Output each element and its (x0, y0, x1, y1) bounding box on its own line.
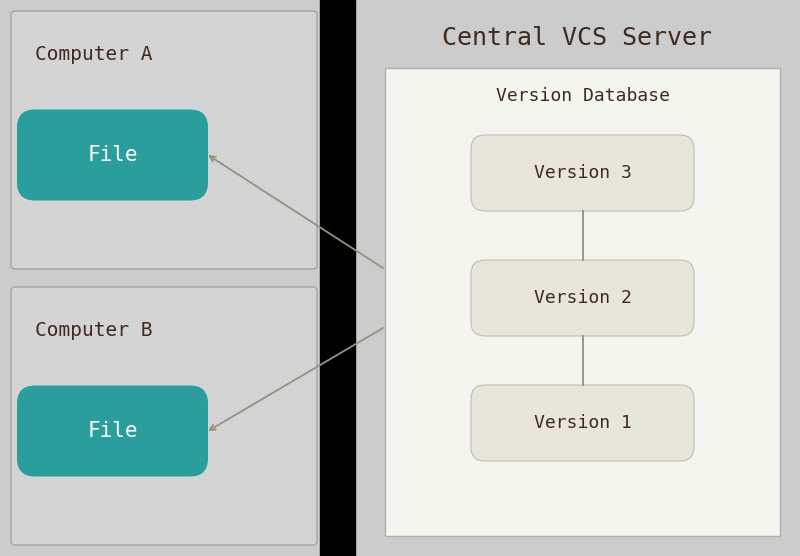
FancyBboxPatch shape (11, 11, 317, 269)
Text: Version 2: Version 2 (534, 289, 631, 307)
Text: Central VCS Server: Central VCS Server (442, 26, 713, 50)
FancyBboxPatch shape (385, 68, 780, 536)
Text: File: File (87, 145, 138, 165)
Text: Version 3: Version 3 (534, 164, 631, 182)
Text: Version 1: Version 1 (534, 414, 631, 432)
FancyBboxPatch shape (471, 260, 694, 336)
Text: File: File (87, 421, 138, 441)
FancyBboxPatch shape (17, 385, 208, 476)
Text: Computer B: Computer B (35, 321, 153, 340)
FancyBboxPatch shape (17, 110, 208, 201)
FancyBboxPatch shape (471, 385, 694, 461)
Bar (320, 0, 355, 556)
FancyBboxPatch shape (471, 135, 694, 211)
Text: Version Database: Version Database (495, 87, 670, 105)
Text: Computer A: Computer A (35, 45, 153, 64)
FancyBboxPatch shape (11, 287, 317, 545)
